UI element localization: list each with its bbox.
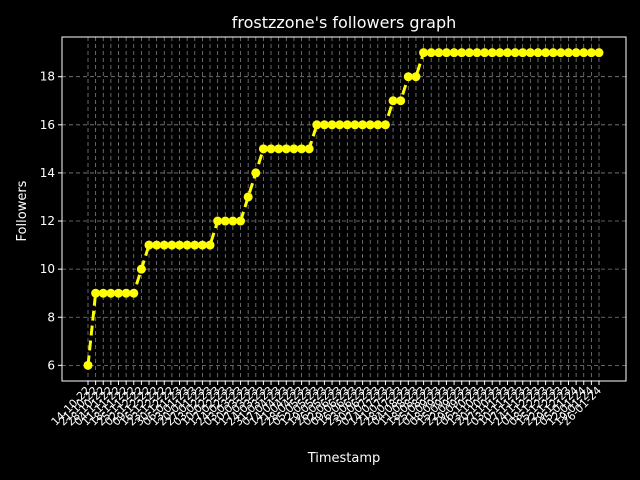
data-point xyxy=(91,288,101,298)
y-axis-ticks: 6 8 10 12 14 16 18 xyxy=(40,70,62,372)
data-point xyxy=(220,216,230,226)
data-point xyxy=(236,216,246,226)
x-axis-label: Timestamp xyxy=(307,451,381,466)
data-point xyxy=(129,288,139,298)
data-point xyxy=(175,240,185,250)
data-point xyxy=(541,48,551,58)
x-axis-ticks: 14-10-2221-10-2228-10-2204-11-2211-11-22… xyxy=(49,381,604,428)
data-point xyxy=(159,240,169,250)
data-point xyxy=(335,120,345,130)
data-point xyxy=(190,240,200,250)
data-point xyxy=(548,48,558,58)
data-point xyxy=(403,72,413,82)
data-point xyxy=(556,48,566,58)
y-tick-label: 10 xyxy=(40,262,55,276)
data-point xyxy=(167,240,177,250)
data-point xyxy=(266,144,276,154)
data-point xyxy=(502,48,512,58)
data-point xyxy=(342,120,352,130)
data-point xyxy=(464,48,474,58)
data-point xyxy=(472,48,482,58)
data-point xyxy=(480,48,490,58)
data-point xyxy=(213,216,223,226)
data-point xyxy=(419,48,429,58)
data-point xyxy=(358,120,368,130)
y-tick-label: 6 xyxy=(47,358,55,372)
data-point xyxy=(304,144,314,154)
data-point xyxy=(83,360,93,370)
data-point xyxy=(586,48,596,58)
data-point xyxy=(289,144,299,154)
data-point xyxy=(327,120,337,130)
data-point xyxy=(243,192,253,202)
y-tick-label: 16 xyxy=(40,118,55,132)
data-point xyxy=(98,288,108,298)
data-point xyxy=(136,264,146,274)
data-point xyxy=(121,288,131,298)
y-axis-label: Followers xyxy=(15,180,30,241)
data-point xyxy=(205,240,215,250)
data-point xyxy=(312,120,322,130)
data-point xyxy=(579,48,589,58)
data-point xyxy=(281,144,291,154)
data-points xyxy=(83,48,604,370)
axes-frame xyxy=(61,36,627,382)
data-point xyxy=(251,168,261,178)
data-point xyxy=(594,48,604,58)
data-point xyxy=(197,240,207,250)
data-point xyxy=(441,48,451,58)
data-point xyxy=(228,216,238,226)
data-point xyxy=(144,240,154,250)
data-point xyxy=(396,96,406,106)
data-point xyxy=(106,288,116,298)
data-point xyxy=(319,120,329,130)
data-point xyxy=(380,120,390,130)
data-point xyxy=(571,48,581,58)
y-tick-label: 8 xyxy=(47,310,55,324)
data-point xyxy=(274,144,284,154)
y-tick-label: 18 xyxy=(40,70,55,84)
data-point xyxy=(495,48,505,58)
data-point xyxy=(297,144,307,154)
data-point xyxy=(457,48,467,58)
data-point xyxy=(434,48,444,58)
data-point xyxy=(518,48,528,58)
data-point xyxy=(388,96,398,106)
y-tick-label: 12 xyxy=(40,214,55,228)
data-point xyxy=(258,144,268,154)
data-point xyxy=(510,48,520,58)
data-point xyxy=(487,48,497,58)
y-tick-label: 14 xyxy=(40,166,55,180)
data-point xyxy=(152,240,162,250)
data-point xyxy=(426,48,436,58)
data-point xyxy=(373,120,383,130)
grid-lines xyxy=(62,37,626,381)
data-point xyxy=(350,120,360,130)
data-point xyxy=(563,48,573,58)
data-point xyxy=(525,48,535,58)
data-point xyxy=(182,240,192,250)
data-point xyxy=(365,120,375,130)
data-point xyxy=(411,72,421,82)
chart-title: frostzzone's followers graph xyxy=(232,13,457,32)
data-point xyxy=(449,48,459,58)
data-point xyxy=(114,288,124,298)
data-point xyxy=(533,48,543,58)
